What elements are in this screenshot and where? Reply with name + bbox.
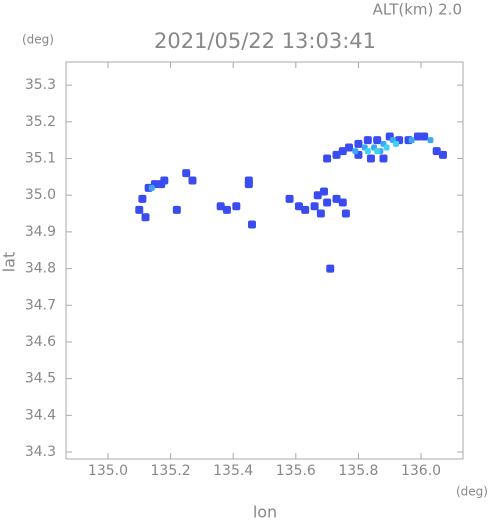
- plot-frame: [65, 61, 464, 460]
- y-tick-label: 34.7: [25, 297, 56, 313]
- echo-cell: [172, 205, 181, 214]
- x-tick-label: 136.0: [401, 463, 441, 479]
- echo-cell: [341, 209, 350, 218]
- echo-cell: [323, 198, 332, 207]
- y-tick-label: 35.0: [25, 187, 56, 203]
- echo-cell: [141, 213, 150, 222]
- echo-cell: [379, 154, 388, 163]
- y-tick-label: 34.8: [25, 261, 56, 277]
- echo-cell: [232, 202, 241, 211]
- echo-cell: [222, 205, 231, 214]
- y-tick-label: 34.9: [25, 224, 56, 240]
- y-tick-label: 34.3: [25, 444, 56, 460]
- echo-cell: [148, 184, 155, 191]
- y-unit: (deg): [22, 33, 54, 47]
- altitude-label: ALT(km) 2.0: [373, 1, 462, 19]
- y-tick-label: 34.4: [25, 407, 56, 423]
- echo-cell: [352, 148, 359, 155]
- y-tick-label: 35.1: [25, 150, 56, 166]
- y-tick-label: 35.2: [25, 114, 56, 130]
- echo-cell: [160, 176, 169, 185]
- echo-cell: [285, 194, 294, 203]
- y-tick-label: 35.3: [25, 77, 56, 93]
- echo-cell: [332, 150, 341, 159]
- echo-cell: [345, 143, 354, 152]
- echo-cell: [408, 137, 415, 144]
- echo-cell: [182, 169, 191, 178]
- x-tick-label: 135.0: [88, 463, 128, 479]
- y-axis-label: lat: [0, 252, 19, 273]
- echo-cell: [244, 180, 253, 189]
- echo-cell: [413, 132, 422, 141]
- x-axis-label: lon: [253, 503, 277, 522]
- echo-cell: [135, 205, 144, 214]
- y-tick-label: 34.5: [25, 371, 56, 387]
- echo-cell: [188, 176, 197, 185]
- echo-cell: [338, 198, 347, 207]
- echo-cell: [364, 148, 371, 155]
- echo-cell: [294, 202, 303, 211]
- echo-cell: [373, 136, 382, 145]
- y-tick-label: 34.6: [25, 334, 56, 350]
- x-tick-label: 135.2: [151, 463, 191, 479]
- x-tick-label: 135.8: [338, 463, 378, 479]
- echo-cell: [316, 209, 325, 218]
- echo-cell: [432, 147, 441, 156]
- echo-cell: [338, 147, 347, 156]
- echo-cell: [420, 132, 429, 141]
- chart-title: 2021/05/22 13:03:41: [154, 29, 376, 53]
- echo-cell: [216, 202, 225, 211]
- echo-cell: [247, 220, 256, 229]
- echo-cell: [332, 194, 341, 203]
- echo-cell: [366, 154, 375, 163]
- echo-cell: [319, 187, 328, 196]
- x-tick-label: 135.4: [213, 463, 253, 479]
- x-tick-label: 135.6: [276, 463, 316, 479]
- echo-cell: [310, 202, 319, 211]
- echo-cell: [374, 148, 381, 155]
- x-unit: (deg): [456, 485, 488, 499]
- echo-cell: [438, 150, 447, 159]
- echo-cell: [383, 144, 390, 151]
- echo-cell: [138, 194, 147, 203]
- echo-cell: [326, 264, 335, 273]
- echo-cell: [392, 140, 399, 147]
- echo-cell: [363, 136, 372, 145]
- echo-cell: [301, 205, 310, 214]
- echo-cell: [354, 139, 363, 148]
- echo-cell: [313, 191, 322, 200]
- echo-cell: [323, 154, 332, 163]
- echo-cell: [427, 137, 434, 144]
